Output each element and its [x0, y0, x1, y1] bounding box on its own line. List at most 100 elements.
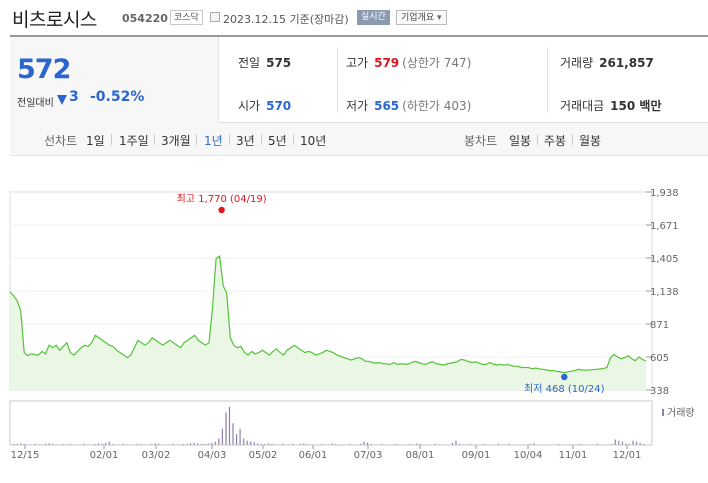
current-price-panel: 572 전일대비 3 -0.52% [10, 37, 219, 123]
price-area [10, 256, 646, 390]
volume-bar [264, 443, 266, 445]
y-tick-label: 605 [650, 353, 669, 364]
prev-close: 전일 575 [238, 54, 291, 71]
market-badge: 코스닥 [170, 10, 203, 25]
volume-bar [221, 428, 223, 445]
volume-bar [628, 443, 630, 445]
y-tick-label: 1,938 [650, 188, 679, 199]
x-tick-label: 06/01 [299, 450, 328, 461]
volume-bar [632, 440, 634, 445]
volume-bar [172, 443, 174, 445]
period-3y[interactable]: 3년 [236, 134, 255, 148]
stock-header: 비츠로시스 054220 코스닥 2023.12.15 기준(장마감) 실시간 … [0, 0, 708, 34]
period-1w[interactable]: 1주일 [119, 134, 149, 148]
volume-bar [508, 443, 510, 445]
volume-bar [200, 443, 202, 445]
low-value: 565 [374, 99, 400, 113]
high-value: 579 [374, 56, 400, 70]
volume-bar [232, 423, 234, 445]
down-triangle-icon [57, 95, 67, 105]
volume-bar [299, 443, 301, 445]
x-tick-label: 03/02 [142, 450, 171, 461]
volume-bar [483, 443, 485, 445]
volume-value: 261,857 [599, 56, 654, 70]
volume-bar [451, 442, 454, 445]
volume-bar [381, 443, 383, 445]
volume-bar [409, 443, 411, 445]
volume-bar [639, 442, 641, 445]
volume-bar [182, 443, 185, 445]
volume-bar [614, 439, 616, 445]
volume-bar [370, 443, 372, 445]
realtime-button[interactable]: 실시간 [357, 10, 390, 25]
current-price: 572 [17, 54, 71, 85]
divider [572, 134, 573, 145]
volume-bar [239, 428, 241, 445]
quote-date: 2023.12.15 기준(장마감) [223, 11, 349, 27]
volume-bar [260, 443, 262, 445]
candle-daily[interactable]: 일봉 [509, 134, 532, 148]
volume-bar [44, 443, 47, 445]
volume-bar [420, 443, 422, 445]
trade-amount: 거래대금 150 백만 [560, 97, 661, 114]
x-tick-label: 11/01 [559, 450, 588, 461]
volume-bar [186, 443, 188, 445]
volume-bar [225, 412, 227, 445]
basis-text: 기준(장마감) [289, 13, 349, 26]
volume-bar [416, 443, 418, 445]
period-3m[interactable]: 3개월 [161, 134, 191, 148]
y-tick-label: 1,138 [650, 287, 679, 298]
volume-bar [366, 442, 369, 445]
volume-bar [267, 443, 269, 445]
y-tick-label: 871 [650, 320, 669, 331]
volume-bar [158, 443, 160, 445]
volume-bar [335, 443, 337, 445]
upper-limit: (상한가 747) [402, 56, 472, 70]
divider [293, 134, 294, 145]
divider [547, 47, 548, 113]
y-tick-label: 338 [650, 386, 669, 397]
company-info-label: 기업개요 [401, 13, 435, 23]
period-1y[interactable]: 1년 [204, 134, 223, 148]
volume-bar [51, 443, 54, 445]
volume-bar [151, 443, 153, 445]
low-annotation: 최저 468 (10/24) [524, 383, 605, 395]
volume-bar [579, 443, 581, 445]
volume-bar [211, 442, 213, 445]
volume-bar [112, 443, 114, 445]
divider [229, 134, 230, 145]
x-axis: 12/15 02/01 03/02 04/03 05/02 06/01 07/03 08/01… [11, 445, 642, 461]
divider [111, 134, 112, 145]
high-price: 고가 579 (상한가 747) [346, 54, 471, 71]
volume-bar [349, 443, 351, 445]
volume-bar [101, 443, 103, 445]
volume-bar [108, 441, 110, 445]
company-info-dropdown[interactable]: 기업개요 ▾ [396, 10, 447, 25]
amount-value: 150 백만 [610, 99, 662, 113]
period-5y[interactable]: 5년 [268, 134, 287, 148]
volume: 거래량 261,857 [560, 54, 654, 71]
volume-bar [395, 443, 397, 445]
volume-bar [271, 443, 273, 445]
period-1d[interactable]: 1일 [86, 134, 105, 148]
volume-bar [228, 407, 231, 445]
prev-close-label: 전일 [238, 56, 261, 70]
low-point-marker [561, 373, 568, 381]
x-tick-label: 12/01 [613, 450, 642, 461]
line-chart-label: 선차트 [44, 134, 78, 148]
volume-frame [9, 400, 653, 446]
chevron-down-icon: ▾ [437, 13, 442, 23]
volume-bar [320, 443, 323, 445]
volume-bar [236, 434, 238, 445]
candle-weekly[interactable]: 주봉 [544, 134, 567, 148]
x-tick-label: 02/01 [90, 450, 119, 461]
change-amount: 3 [69, 89, 79, 105]
candle-monthly[interactable]: 월봉 [579, 134, 602, 148]
volume-bar [94, 443, 96, 445]
open-label: 시가 [238, 99, 261, 113]
x-tick-label: 12/15 [11, 450, 40, 461]
period-10y[interactable]: 10년 [300, 134, 327, 148]
volume-bar [469, 443, 471, 445]
divider [154, 134, 155, 145]
